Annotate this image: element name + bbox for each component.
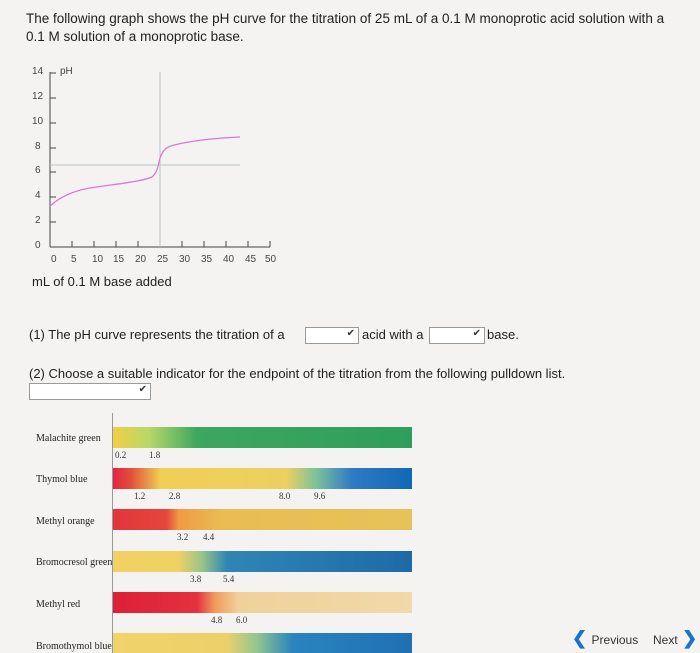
thymol-blue-band [113,468,412,489]
base-strength-select[interactable]: ✔ [429,327,485,344]
range-value: 5.4 [223,574,235,584]
x-tick: 15 [113,254,125,265]
methyl-red-band [113,592,412,613]
range-value: 4.8 [211,615,223,625]
y-axis-ticks [50,72,56,223]
methyl-orange-band [113,509,412,530]
question-1-mid: acid with a [362,327,424,342]
question-intro: The following graph shows the pH curve f… [26,11,665,44]
x-axis-label: mL of 0.1 M base added [32,274,172,289]
x-tick: 0 [51,254,57,265]
range-value: 3.8 [190,574,202,584]
range-value: 9.6 [314,491,326,501]
x-tick: 45 [245,254,257,265]
range-value: 0.2 [115,450,127,460]
previous-label: Previous [591,633,639,647]
x-tick: 20 [135,254,147,265]
range-value: 1.8 [149,450,161,460]
indicator-name: Malachite green [36,433,101,444]
range-value: 2.8 [169,491,181,501]
y-tick: 12 [32,91,44,102]
bromothymol-blue-band [113,633,412,653]
graph-plot [49,72,271,248]
next-label: Next [653,633,678,647]
question-1: (1) The pH curve represents the titratio… [29,327,285,342]
range-value: 1.2 [134,491,146,501]
indicator-name: Thymol blue [36,474,88,485]
indicator-name: Bromocresol green [36,557,113,568]
y-tick: 6 [35,165,41,176]
y-tick: 8 [35,141,41,152]
indicator-name: Methyl orange [36,516,95,527]
chevron-right-icon: ❯ [682,628,698,648]
y-tick: 4 [35,190,41,201]
x-axis-ticks [71,241,271,247]
x-tick: 35 [201,254,213,265]
previous-button[interactable]: ❮ Previous [572,628,638,649]
y-axis-label: pH [60,66,73,77]
range-value: 6.0 [236,615,248,625]
indicator-name: Methyl red [36,599,81,610]
indicator-name: Bromothymol blue [36,641,112,652]
y-tick: 10 [32,116,44,127]
chevron-down-icon: ✔ [472,328,481,339]
x-tick: 30 [179,254,191,265]
chevron-left-icon: ❮ [572,628,588,648]
indicator-select[interactable]: ✔ [29,383,151,400]
malachite-green-band [113,427,412,448]
x-tick: 5 [71,254,77,265]
ph-curve [49,136,241,207]
range-value: 8.0 [279,491,291,501]
y-tick: 0 [35,240,41,251]
y-tick: 14 [32,66,44,77]
acid-strength-select[interactable]: ✔ [305,327,359,344]
x-tick: 10 [92,254,104,265]
x-tick: 25 [157,254,169,265]
bromocresol-green-band [113,551,412,572]
question-2: (2) Choose a suitable indicator for the … [29,366,566,381]
range-value: 3.2 [177,532,189,542]
question-1-suffix: base. [487,327,519,342]
chart-left-border [112,413,113,653]
x-tick: 50 [265,254,277,265]
chevron-down-icon: ✔ [138,384,147,395]
x-tick: 40 [223,254,235,265]
range-value: 4.4 [203,532,215,542]
y-tick: 2 [35,215,41,226]
next-button[interactable]: Next ❯ [653,628,697,649]
chevron-down-icon: ✔ [346,328,355,339]
question-1-prefix: (1) The pH curve represents the titratio… [29,327,285,342]
